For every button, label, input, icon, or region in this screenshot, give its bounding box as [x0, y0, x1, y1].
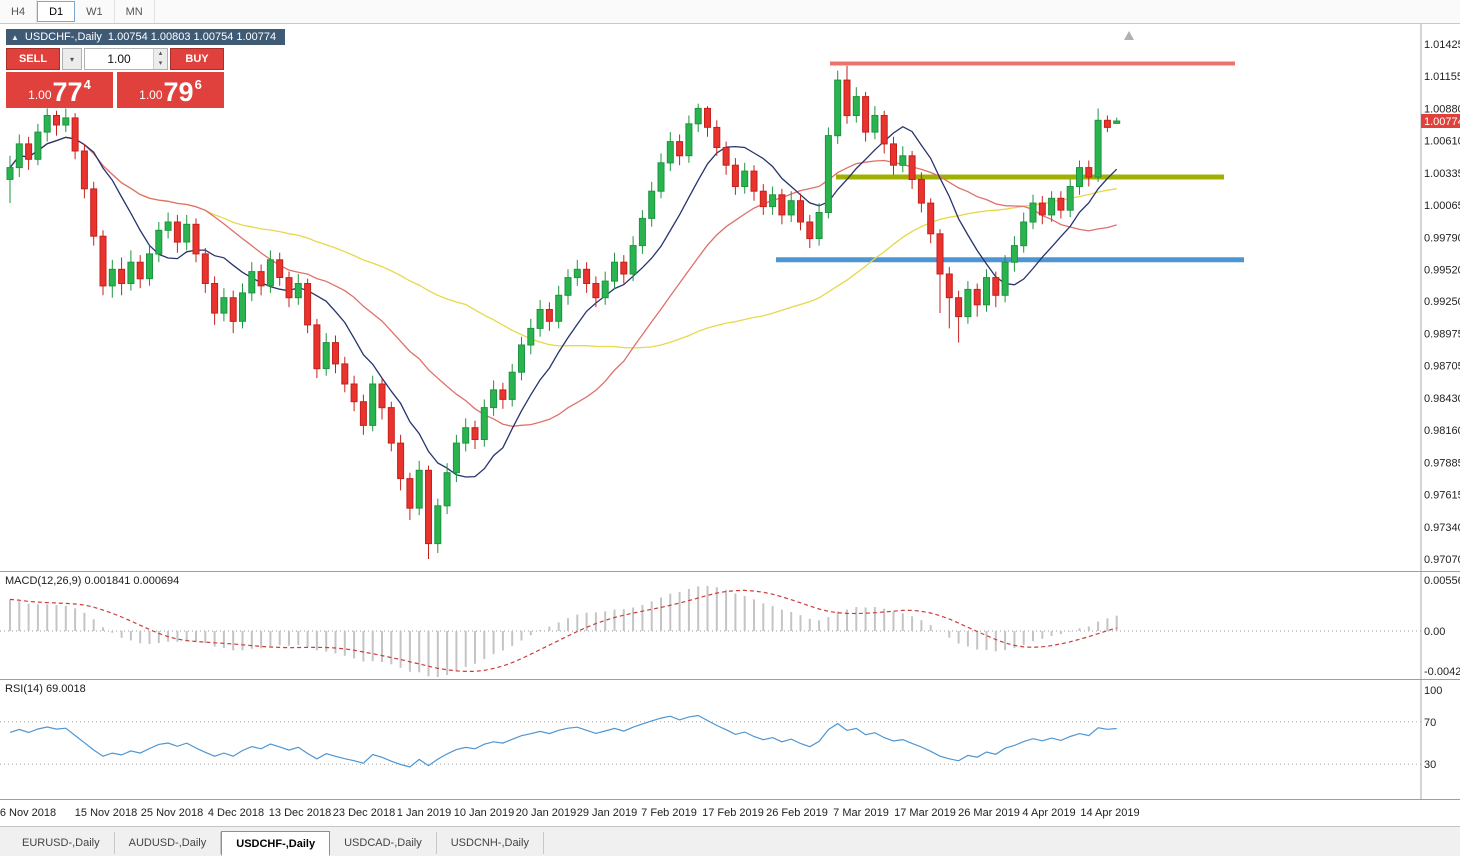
timeframe-tab-mn[interactable]: MN: [115, 0, 155, 23]
svg-text:0.97885: 0.97885: [1424, 458, 1460, 470]
volume-spinner: ▴ ▾: [153, 49, 167, 69]
autoscroll-marker-icon[interactable]: [1124, 31, 1134, 40]
time-axis-label: 20 Jan 2019: [515, 807, 577, 819]
svg-text:0.99520: 0.99520: [1424, 264, 1460, 276]
chart-tab-bar: EURUSD-,Daily AUDUSD-,Daily USDCHF-,Daily U…: [0, 827, 1460, 856]
candlesticks: [6, 65, 1121, 559]
volume-decrement-button[interactable]: ▾: [154, 59, 167, 69]
chart-symbol-title: USDCHF-,Daily: [24, 31, 102, 43]
time-axis-label: 17 Mar 2019: [894, 807, 956, 819]
time-axis-label: 4 Apr 2019: [1022, 807, 1076, 819]
time-axis-label: 15 Nov 2018: [74, 807, 138, 819]
time-axis-label: 14 Apr 2019: [1080, 807, 1140, 819]
chart-ohlc-values: 1.00754 1.00803 1.00754 1.00774: [107, 31, 277, 43]
rsi-indicator-panel[interactable]: 100 70 30 RSI(14) 69.0018: [0, 680, 1460, 800]
chart-tab-eurusd[interactable]: EURUSD-,Daily: [8, 832, 115, 854]
timeframe-tab-d1[interactable]: D1: [37, 1, 76, 22]
buy-price-prefix: 1.00: [139, 88, 163, 102]
svg-text:1.00335: 1.00335: [1424, 168, 1460, 180]
volume-input[interactable]: [85, 49, 153, 69]
chart-tab-usdcnh[interactable]: USDCNH-,Daily: [437, 832, 544, 854]
sell-price-prefix: 1.00: [28, 88, 52, 102]
timeframe-tab-w1[interactable]: W1: [75, 0, 115, 23]
svg-text:0.97340: 0.97340: [1424, 522, 1460, 534]
time-axis-label: 17 Feb 2019: [702, 807, 764, 819]
sell-price-pipette: 4: [83, 77, 91, 92]
price-chart-svg[interactable]: 1.014251.011551.008801.006101.003351.000…: [0, 24, 1460, 571]
time-axis-label: 6 Nov 2018: [0, 807, 57, 819]
svg-text:0.98160: 0.98160: [1424, 425, 1460, 437]
macd-label: MACD(12,26,9) 0.001841 0.000694: [5, 575, 180, 587]
time-axis-label: 10 Jan 2019: [453, 807, 515, 819]
svg-text:0.98705: 0.98705: [1424, 361, 1460, 373]
time-axis-label: 7 Feb 2019: [641, 807, 697, 819]
timeframe-tab-h4[interactable]: H4: [0, 0, 38, 23]
buy-button[interactable]: BUY: [170, 48, 224, 70]
svg-text:100: 100: [1424, 685, 1442, 697]
one-click-trading-panel: SELL ▾ ▴ ▾ BUY 1.00 77 4 1.0: [6, 48, 224, 108]
svg-text:0.98975: 0.98975: [1424, 329, 1460, 341]
ma-22-line: [9, 136, 1117, 427]
time-axis[interactable]: 6 Nov 2018 15 Nov 2018 25 Nov 2018 4 Dec 20…: [0, 800, 1460, 827]
svg-text:0.00: 0.00: [1424, 626, 1445, 638]
rsi-line: [9, 714, 1117, 768]
time-axis-label: 13 Dec 2018: [268, 807, 332, 819]
lot-dropdown-button[interactable]: ▾: [62, 48, 82, 70]
chart-title-bar: ▲ USDCHF-,Daily 1.00754 1.00803 1.00754 …: [6, 29, 286, 45]
svg-text:0.99790: 0.99790: [1424, 232, 1460, 244]
chart-tab-usdcad[interactable]: USDCAD-,Daily: [330, 832, 437, 854]
svg-text:0.99250: 0.99250: [1424, 296, 1460, 308]
buy-price-button[interactable]: 1.00 79 6: [117, 72, 224, 108]
svg-text:0.97615: 0.97615: [1424, 490, 1460, 502]
time-axis-label: 25 Nov 2018: [140, 807, 204, 819]
collapse-panel-icon[interactable]: ▲: [11, 32, 19, 42]
volume-box: ▴ ▾: [84, 48, 168, 70]
sell-price-button[interactable]: 1.00 77 4: [6, 72, 113, 108]
time-axis-label: 4 Dec 2018: [207, 807, 265, 819]
svg-text:70: 70: [1424, 717, 1436, 729]
svg-text:-0.0042260: -0.0042260: [1424, 666, 1460, 678]
trend-lines[interactable]: [776, 61, 1244, 263]
macd-histogram: [9, 585, 1118, 677]
buy-price-pips: 79: [163, 77, 194, 107]
time-axis-label: 23 Dec 2018: [332, 807, 396, 819]
price-chart-panel[interactable]: 1.01425 1.01155 1.00880 1.00610 1.00335 1.000…: [0, 24, 1460, 572]
macd-signal-line: [9, 589, 1117, 673]
sell-price-pips: 77: [52, 77, 83, 107]
ma-50-line: [9, 136, 1117, 349]
time-axis-label: 7 Mar 2019: [833, 807, 889, 819]
buy-price-pipette: 6: [194, 77, 202, 92]
time-axis-label: 1 Jan 2019: [396, 807, 452, 819]
time-axis-label: 26 Feb 2019: [766, 807, 828, 819]
svg-text:30: 30: [1424, 759, 1436, 771]
svg-text:0.0055602: 0.0055602: [1424, 575, 1460, 587]
volume-increment-button[interactable]: ▴: [154, 49, 167, 59]
svg-text:0.98430: 0.98430: [1424, 393, 1460, 405]
time-axis-label: 29 Jan 2019: [576, 807, 638, 819]
sell-button[interactable]: SELL: [6, 48, 60, 70]
rsi-label: RSI(14) 69.0018: [5, 683, 86, 695]
chart-tab-usdchf[interactable]: USDCHF-,Daily: [221, 831, 331, 856]
macd-indicator-panel[interactable]: 0.0055602 0.00 -0.0042260 MACD(12,26,9) 0.…: [0, 572, 1460, 680]
current-price-box: [1421, 114, 1460, 128]
time-axis-label: 26 Mar 2019: [958, 807, 1020, 819]
svg-text:1.00774: 1.00774: [1424, 116, 1460, 128]
svg-text:1.00880: 1.00880: [1424, 103, 1460, 115]
chart-tab-audusd[interactable]: AUDUSD-,Daily: [115, 832, 222, 854]
svg-text:1.01155: 1.01155: [1424, 71, 1460, 83]
svg-text:1.00610: 1.00610: [1424, 135, 1460, 147]
chevron-down-icon: ▾: [69, 54, 74, 64]
timeframe-toolbar: H4 D1 W1 MN: [0, 0, 1460, 24]
svg-text:1.01425: 1.01425: [1424, 39, 1460, 51]
macd-chart-svg: 0.0055602 0.00 -0.0042260: [0, 572, 1460, 679]
price-scale: 1.01425 1.01155 1.00880 1.00610 1.00335 1.000…: [1421, 39, 1460, 566]
svg-text:0.97070: 0.97070: [1424, 554, 1460, 566]
rsi-chart-svg: 100 70 30: [0, 680, 1442, 799]
svg-text:1.00065: 1.00065: [1424, 200, 1460, 212]
